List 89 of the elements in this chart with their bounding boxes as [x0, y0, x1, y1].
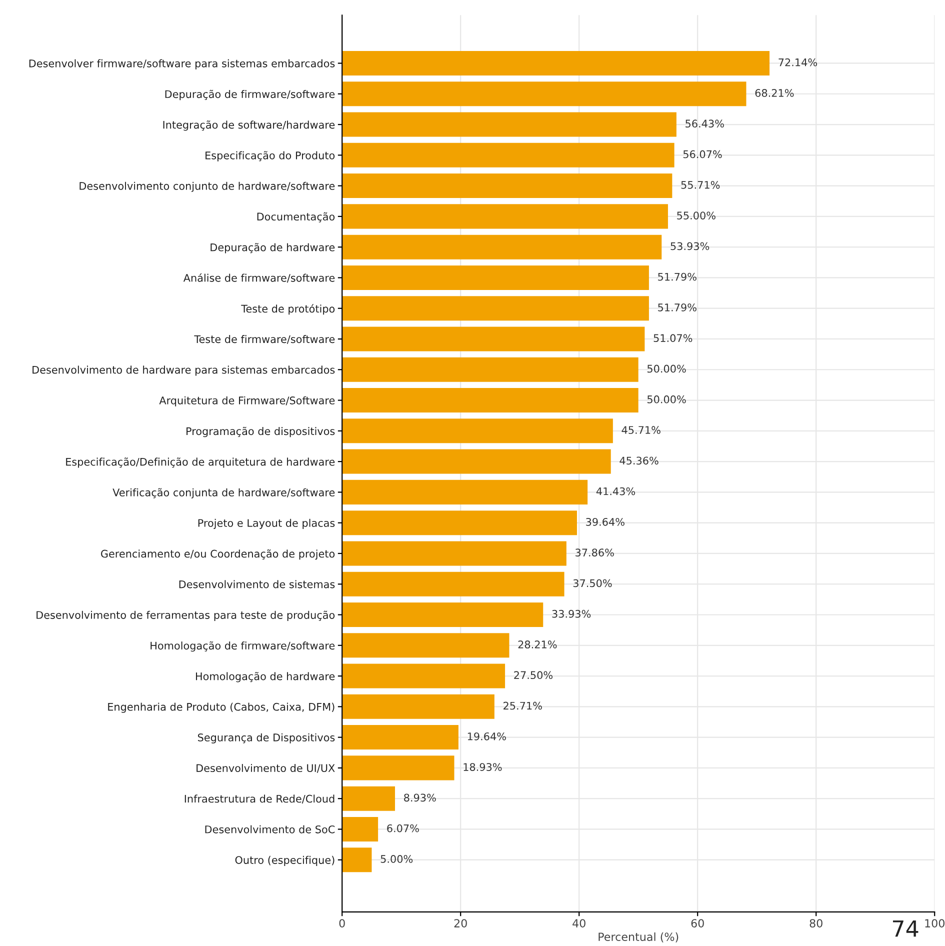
data-label: 39.64%	[586, 518, 624, 526]
y-tick-label: Desenvolvimento de UI/UX	[196, 764, 335, 773]
y-tick-label: Homologação de firmware/software	[150, 641, 335, 652]
data-label: 51.79%	[658, 303, 696, 312]
data-label: 55.71%	[681, 180, 720, 189]
y-tick-label: Desenvolvimento de sistemas	[179, 580, 335, 588]
bar	[342, 204, 668, 229]
x-tick-label: 20	[454, 919, 467, 928]
bar	[342, 82, 746, 106]
data-label: 50.00%	[647, 395, 686, 404]
data-label: 50.00%	[647, 364, 686, 373]
data-label: 6.07%	[387, 824, 419, 832]
data-label: 56.43%	[686, 120, 724, 128]
y-tick-label: Especificação do Produto	[206, 151, 335, 162]
x-tick-label: 80	[810, 919, 822, 928]
y-tick-label: Projeto e Layout de placas	[198, 518, 335, 529]
data-label: 37.50%	[573, 579, 612, 588]
data-label: 19.64%	[468, 732, 506, 740]
data-label: 45.71%	[622, 426, 660, 434]
data-label: 68.21%	[755, 89, 794, 97]
y-tick-label: Infraestrutura de Rede/Cloud	[184, 794, 334, 804]
bar	[342, 265, 649, 290]
bar	[342, 572, 564, 596]
data-label: 72.14%	[778, 58, 818, 66]
data-label: 8.93%	[404, 794, 436, 802]
data-label: 33.93%	[552, 610, 591, 618]
bar	[342, 602, 544, 627]
y-tick-label: Documentação	[257, 212, 335, 222]
y-tick-label: Segurança de Dispositivos	[198, 733, 335, 744]
data-label: 51.07%	[654, 334, 692, 342]
bar	[342, 694, 494, 719]
bar	[342, 816, 378, 842]
y-tick-label: Teste de firmware/software	[194, 335, 335, 344]
y-tick-label: Depuração de firmware/software	[165, 90, 335, 100]
x-tick-label: 40	[572, 919, 586, 928]
y-tick-label: Especificação/Definição de arquitetura de hardware	[66, 458, 335, 468]
data-label: 56.07%	[683, 150, 722, 158]
data-label: 41.43%	[596, 487, 636, 496]
x-tick-label: 0	[339, 919, 345, 928]
y-tick-label: Desenvolvimento de ferramentas para teste de produção	[36, 610, 335, 621]
y-tick-label: Gerenciamento e/ou Coordenação de projeto	[101, 549, 335, 560]
text: 74	[892, 920, 918, 937]
x-axis-title: Percentual (%)	[598, 932, 678, 942]
bar	[342, 510, 577, 536]
y-tick-label: Depuração de hardware	[210, 243, 335, 254]
data-label: 51.79%	[658, 272, 696, 281]
x-tick-label: 100	[925, 919, 944, 928]
bar	[342, 357, 638, 382]
y-tick-label: Programação de dispositivos	[186, 426, 335, 438]
bar	[342, 326, 645, 352]
bar	[342, 112, 676, 137]
y-tick-label: Outro (especifique)	[235, 856, 334, 866]
bar	[342, 633, 510, 658]
bar	[342, 756, 454, 780]
bar	[342, 664, 506, 688]
bar	[342, 418, 613, 444]
bar	[342, 142, 674, 168]
y-tick-label: Desenvolvimento conjunto de hardware/software	[80, 182, 335, 192]
data-label: 18.93%	[464, 763, 502, 771]
data-label: 45.36%	[620, 456, 658, 465]
data-label: 27.50%	[514, 671, 553, 680]
bar	[342, 388, 638, 413]
data-label: 53.93%	[670, 242, 710, 250]
y-tick-label: Teste de protótipo	[241, 304, 335, 315]
y-tick-label: Integração de software/hardware	[163, 120, 335, 131]
data-label: 55.00%	[677, 212, 716, 220]
y-tick-label: Desenvolvimento de hardware para sistemas embarcados	[32, 366, 335, 376]
bar	[342, 174, 672, 198]
y-tick-label: Desenvolvimento de SoC	[205, 825, 335, 834]
bar	[342, 449, 611, 474]
y-tick-label: Arquitetura de Firmware/Software	[159, 396, 335, 406]
y-tick-label: Engenharia de Produto (Cabos, Caixa, DFM)	[108, 702, 334, 713]
data-label: 28.21%	[518, 640, 557, 648]
y-tick-label: Homologação de hardware	[196, 672, 335, 682]
y-tick-label: Desenvolver firmware/software para sistemas embarcados	[29, 59, 335, 70]
bar	[342, 786, 395, 811]
data-label: 5.00%	[380, 855, 413, 863]
data-label: 25.71%	[504, 702, 542, 710]
bar	[342, 234, 662, 260]
x-tick-label: 60	[691, 919, 704, 928]
bar	[342, 848, 372, 872]
y-tick-label: Verificação conjunta de hardware/software	[112, 488, 335, 498]
bar	[342, 541, 566, 566]
y-tick-label: Análise de firmware/software	[183, 273, 335, 283]
bar	[342, 480, 588, 504]
bar	[342, 50, 770, 76]
bar	[342, 725, 458, 750]
data-label: 37.86%	[576, 548, 614, 556]
bar	[342, 296, 649, 321]
